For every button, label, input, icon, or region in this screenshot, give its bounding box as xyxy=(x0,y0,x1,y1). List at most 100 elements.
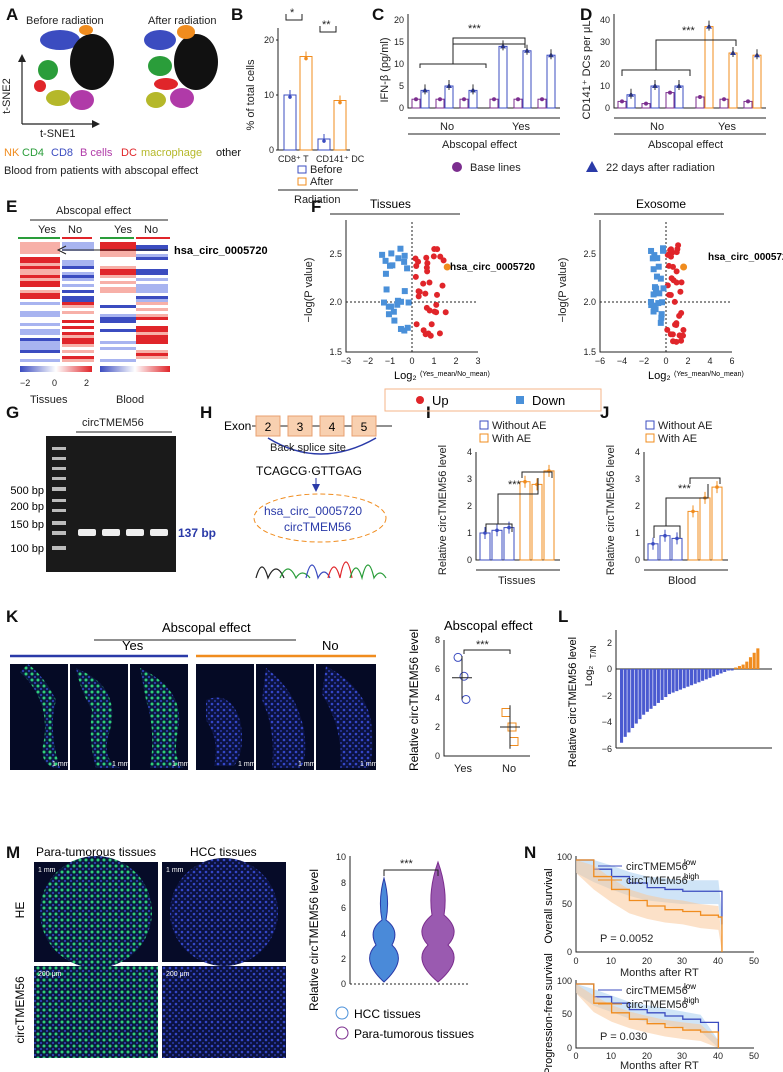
heatmap-cell xyxy=(136,341,168,344)
heatmap-cell xyxy=(20,332,60,335)
l-bar xyxy=(745,661,749,669)
j-point xyxy=(663,533,667,538)
f-left-down-point xyxy=(387,303,394,310)
svg-text:30: 30 xyxy=(677,956,687,966)
b-point xyxy=(338,100,342,105)
heatmap-cell xyxy=(100,260,140,263)
k-scale-2: 1 mm xyxy=(112,761,130,768)
n-top-low: circTMEM56 xyxy=(626,861,688,873)
heatmap-cell xyxy=(100,254,140,257)
f-left-down-point xyxy=(401,288,408,295)
f-right-points xyxy=(647,242,688,345)
g-title: circTMEM56 xyxy=(82,417,144,429)
h-sequence: TCAGCG·GTTGAG xyxy=(256,464,362,478)
h-chromatogram xyxy=(255,561,387,581)
e-tissues-label: Tissues xyxy=(30,394,68,406)
svg-text:1: 1 xyxy=(635,528,640,538)
heatmap-cell xyxy=(136,284,168,287)
svg-text:0: 0 xyxy=(435,751,440,761)
n-top-low-sup: low xyxy=(684,858,696,867)
j-sig: *** xyxy=(678,483,692,495)
e-no-2: No xyxy=(144,224,158,236)
k-scale-6: 1 mm xyxy=(360,761,378,768)
f-right-down-point xyxy=(660,285,667,292)
svg-text:3: 3 xyxy=(475,356,480,366)
heatmap-cell xyxy=(136,332,168,335)
k-fluorescence-images xyxy=(10,664,376,770)
heatmap-cell xyxy=(20,269,60,272)
heatmap-cell xyxy=(136,251,168,254)
c-point-base xyxy=(492,97,496,102)
j-x-label: Blood xyxy=(668,575,696,587)
heatmap-cell xyxy=(62,332,94,335)
tsne-x-label: t-SNE1 xyxy=(40,128,75,140)
heatmap-cell xyxy=(20,290,60,293)
panel-label-h: H xyxy=(200,403,212,422)
f-left-down-point xyxy=(379,251,386,258)
heatmap-cell xyxy=(20,257,60,260)
heatmap-cell xyxy=(20,338,60,341)
f-left-up-point xyxy=(434,291,441,298)
svg-text:−1: −1 xyxy=(385,356,395,366)
l-bar xyxy=(723,669,727,672)
f-left-down-point xyxy=(391,317,398,324)
panel-b: % of total cells 0 10 20 * ** CD8⁺ T CD141… xyxy=(245,7,365,206)
f-legend-up: Up xyxy=(432,393,449,408)
f-left-y-label: −log(P value) xyxy=(303,258,315,323)
f-left-up-point xyxy=(412,273,419,280)
tsne-after-clusters xyxy=(144,25,218,108)
d-bar-22d xyxy=(752,54,762,109)
f-left-up-point xyxy=(439,282,446,289)
heatmap-cell xyxy=(20,335,60,338)
c-x-label: Abscopal effect xyxy=(442,139,517,151)
heatmap-cell xyxy=(100,359,140,362)
svg-text:15: 15 xyxy=(394,37,404,47)
svg-text:0: 0 xyxy=(635,555,640,565)
heatmap-cell xyxy=(136,359,168,362)
i-y-label: Relative circTMEM56 level xyxy=(437,445,449,575)
heatmap-cell xyxy=(62,335,94,338)
i-point xyxy=(523,479,527,484)
k-yes-point xyxy=(453,652,463,662)
heatmap-cell xyxy=(62,299,94,302)
c-group-yes: Yes xyxy=(512,121,530,133)
heatmap-cell xyxy=(100,242,140,245)
n-bot-curve xyxy=(576,983,720,1048)
j-bars xyxy=(647,481,723,561)
heatmap-cell xyxy=(62,269,94,272)
k-title: Abscopal effect xyxy=(162,620,251,635)
l-bar xyxy=(645,669,649,712)
heatmap-cell xyxy=(100,320,140,323)
heatmap-cell xyxy=(100,332,140,335)
legend-dc: DC xyxy=(121,147,137,159)
l-bar xyxy=(671,669,675,693)
heatmap-cell xyxy=(20,317,60,320)
n-top-curve xyxy=(576,859,723,925)
h-backsplice-label: Back splice site xyxy=(270,442,346,454)
j-bar xyxy=(711,486,723,561)
n-p1: P = 0.0052 xyxy=(600,933,653,945)
heatmap-cell xyxy=(136,290,168,293)
e-scale-min: −2 xyxy=(20,378,30,388)
svg-text:30: 30 xyxy=(677,1051,687,1061)
svg-text:10: 10 xyxy=(606,956,616,966)
f-left-down-point xyxy=(404,265,411,272)
f-left-down-point xyxy=(385,311,392,318)
f-right-up-point xyxy=(664,326,671,333)
heatmap-cell xyxy=(62,245,94,248)
svg-text:8: 8 xyxy=(341,878,346,888)
svg-text:−6: −6 xyxy=(602,744,612,754)
svg-text:6: 6 xyxy=(435,664,440,674)
d-y-label: CD141⁺ DCs per μL xyxy=(581,21,593,120)
h-exon-label: Exon xyxy=(224,419,251,433)
panel-label-m: M xyxy=(6,843,20,862)
heatmap-cell xyxy=(100,314,140,317)
f-left-highlight-point xyxy=(443,263,451,271)
b-legend-before: Before xyxy=(310,164,342,176)
i-legend-with: With AE xyxy=(492,433,531,445)
heatmap-cell xyxy=(100,317,140,320)
svg-text:10: 10 xyxy=(394,59,404,69)
legend-other: other xyxy=(216,147,241,159)
heatmap-cell xyxy=(136,245,168,248)
l-bar xyxy=(701,669,705,681)
